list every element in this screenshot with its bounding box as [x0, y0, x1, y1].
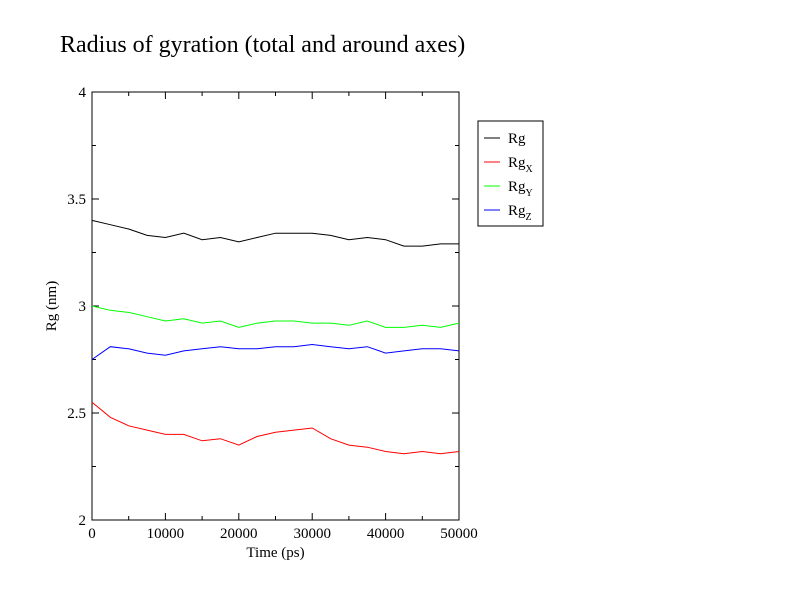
x-tick-label: 50000 [440, 526, 478, 542]
x-tick-label: 20000 [220, 526, 258, 542]
legend-label-rgx: RgX [508, 155, 534, 175]
series-line-rgx [91, 401, 460, 455]
x-tick-label: 30000 [293, 526, 331, 542]
series-line-rg [91, 219, 459, 247]
y-tick-label: 4 [79, 85, 87, 101]
y-tick-label: 2 [79, 513, 87, 529]
y-axis: 2 2.5 3 3.5 4 [67, 85, 459, 529]
series-line-rgz [91, 343, 460, 360]
y-tick-label: 3.5 [67, 192, 86, 208]
y-tick-label: 3 [79, 299, 87, 315]
x-tick-label: 40000 [367, 526, 405, 542]
x-tick-label: 10000 [147, 526, 185, 542]
legend: Rg RgX RgY RgZ [477, 120, 544, 227]
legend-label-rgy: RgY [508, 179, 533, 199]
series-lines [91, 219, 460, 455]
legend-label-rgz: RgZ [508, 203, 532, 223]
y-tick-label: 2.5 [67, 406, 86, 422]
x-axis-label: Time (ps) [246, 545, 304, 561]
legend-label-rg: Rg [508, 131, 526, 147]
plot-frame [91, 91, 460, 521]
chart-title: Radius of gyration (total and around axe… [60, 32, 465, 58]
y-axis-label: Rg (nm) [44, 281, 60, 331]
series-line-rgy [91, 305, 460, 328]
x-axis: 0 10000 20000 30000 40000 50000 [88, 92, 478, 542]
x-tick-label: 0 [88, 526, 96, 542]
